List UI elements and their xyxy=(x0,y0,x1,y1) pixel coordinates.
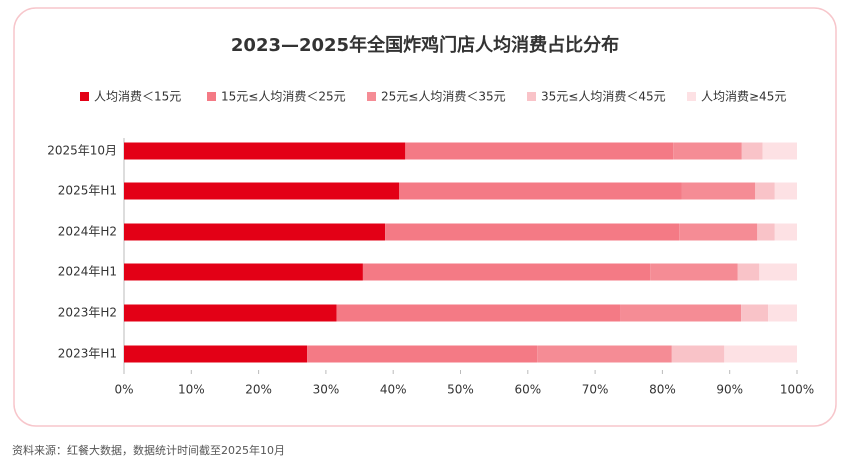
bar-segment xyxy=(399,182,682,200)
x-tick-label: 100% xyxy=(780,383,814,397)
bar-segment xyxy=(737,263,760,281)
x-tick-label: 10% xyxy=(178,383,205,397)
x-tick-label: 90% xyxy=(716,383,743,397)
x-tick-label: 30% xyxy=(313,383,340,397)
legend-swatch xyxy=(527,92,536,101)
legend-label: 15元≤人均消费＜25元 xyxy=(221,90,346,104)
bar-segment xyxy=(673,142,742,160)
bar-segment xyxy=(620,304,742,322)
legend-swatch xyxy=(687,92,696,101)
bar-segment xyxy=(681,182,756,200)
bar-segment xyxy=(124,182,400,200)
bar-segment xyxy=(741,142,763,160)
y-tick-label: 2024年H2 xyxy=(58,225,117,239)
bar-segment xyxy=(774,182,797,200)
bar-segment xyxy=(537,345,672,363)
bar-segment xyxy=(741,304,769,322)
legend-swatch xyxy=(80,92,89,101)
x-tick-label: 80% xyxy=(649,383,676,397)
bar-segment xyxy=(385,223,680,241)
bar-segment xyxy=(124,304,337,322)
x-tick-label: 20% xyxy=(245,383,272,397)
bar-segment xyxy=(755,182,775,200)
legend-swatch xyxy=(367,92,376,101)
bar-segment xyxy=(124,263,363,281)
y-tick-label: 2023年H2 xyxy=(58,306,117,320)
chart-title: 2023—2025年全国炸鸡门店人均消费占比分布 xyxy=(231,34,619,56)
bar-segment xyxy=(362,263,651,281)
legend-label: 35元≤人均消费＜45元 xyxy=(541,90,666,104)
bar-segment xyxy=(124,223,386,241)
bar-segment xyxy=(724,345,797,363)
bar-segment xyxy=(759,263,797,281)
bar-segment xyxy=(124,345,308,363)
bar-segment xyxy=(757,223,775,241)
card xyxy=(13,7,837,427)
bar-segment xyxy=(768,304,797,322)
legend-swatch xyxy=(207,92,216,101)
bar-segment xyxy=(679,223,758,241)
bar-segment xyxy=(405,142,674,160)
bar-segment xyxy=(774,223,797,241)
x-tick-label: 0% xyxy=(114,383,133,397)
y-tick-label: 2023年H1 xyxy=(58,347,117,361)
bar-segment xyxy=(124,142,406,160)
x-tick-label: 40% xyxy=(380,383,407,397)
legend-label: 人均消费＜15元 xyxy=(94,90,181,104)
bar-segment xyxy=(650,263,738,281)
x-tick-label: 50% xyxy=(447,383,474,397)
x-tick-label: 70% xyxy=(582,383,609,397)
x-tick-label: 60% xyxy=(514,383,541,397)
y-tick-label: 2024年H1 xyxy=(58,265,117,279)
legend-label: 人均消费≥45元 xyxy=(701,90,786,104)
bar-segment xyxy=(336,304,621,322)
y-tick-label: 2025年H1 xyxy=(58,184,117,198)
bar-segment xyxy=(307,345,538,363)
legend-label: 25元≤人均消费＜35元 xyxy=(381,90,506,104)
y-tick-label: 2025年10月 xyxy=(47,144,117,158)
bar-segment xyxy=(671,345,725,363)
source-note: 资料来源：红餐大数据，数据统计时间截至2025年10月 xyxy=(12,443,285,457)
bar-segment xyxy=(762,142,797,160)
